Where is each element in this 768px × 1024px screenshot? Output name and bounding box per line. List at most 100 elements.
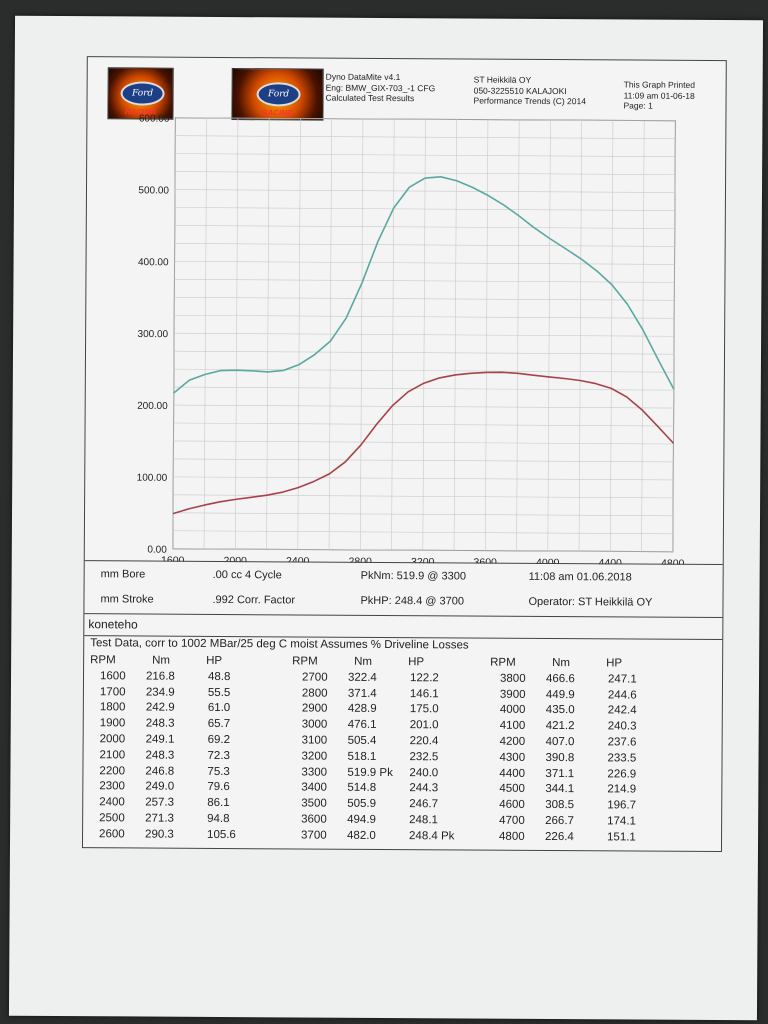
table-cell: 494.9: [347, 813, 376, 826]
table-cell: 3900: [499, 688, 526, 701]
table-cell: 421.2: [545, 720, 575, 733]
grid-line-y: [175, 117, 676, 122]
grid-line-y: [174, 243, 675, 247]
table-cell: 2600: [99, 828, 125, 841]
table-cell: 216.8: [145, 670, 175, 683]
table-cell: 79.6: [207, 781, 230, 794]
table-cell: 214.9: [607, 783, 637, 796]
grid-line-y: [175, 171, 676, 175]
table-cell: 4600: [499, 798, 525, 812]
table-cell: 237.6: [607, 736, 637, 749]
table-cell: 266.7: [545, 814, 574, 828]
table-cell: 482.0: [347, 829, 376, 842]
table-cell: 1600: [99, 670, 126, 683]
grid-line-y: [172, 530, 673, 535]
grid-line-y: [174, 225, 675, 229]
grid-line-y: [173, 404, 674, 409]
table-cell: 4300: [499, 751, 526, 764]
table-cell: 75.3: [207, 765, 230, 778]
grid-line-y: [173, 368, 674, 373]
test-time: 11:08 am 01.06.2018: [528, 570, 632, 584]
y-tick-label: 300.00: [137, 329, 168, 340]
table-cell: 390.8: [545, 751, 575, 764]
table-cell: 435.0: [545, 704, 575, 717]
grid-line-y: [173, 494, 674, 499]
table-cell: 240.0: [409, 766, 439, 779]
table-cell: 2300: [99, 780, 125, 793]
x-tick-label: 3200: [411, 556, 435, 565]
table-cell: 3100: [301, 734, 328, 747]
logo-oval: Ford: [256, 82, 301, 107]
copyright: Performance Trends (C) 2014: [473, 95, 587, 107]
table-cell: 69.2: [207, 733, 231, 747]
grid-line-y: [173, 476, 674, 481]
table-cell: 248.3: [145, 717, 175, 730]
series-line-hp: [172, 371, 675, 515]
table-cell: 94.8: [207, 812, 230, 826]
table-header-hp: HP: [606, 657, 623, 670]
table-cell: 61.0: [207, 702, 231, 715]
table-cell: 4400: [499, 767, 526, 780]
x-tick-label: 4800: [661, 558, 685, 565]
table-cell: 4000: [499, 704, 526, 717]
printed-label: This Graph Printed: [623, 79, 696, 90]
x-tick-label: 1600: [161, 555, 185, 565]
grid-line-y: [172, 548, 673, 553]
table-cell: 371.1: [545, 767, 575, 780]
grid-line-y: [173, 386, 674, 391]
x-tick-label: 2800: [349, 556, 373, 565]
table-cell: 257.3: [145, 796, 175, 809]
data-table-block: RPM Nm HP 3800 466.6 247.1 3900 449.9 244.6 4000 4…: [489, 657, 637, 847]
table-cell: 3400: [301, 781, 327, 795]
printed-time: 11:09 am 01-06-18: [623, 89, 695, 101]
x-tick-label: 2400: [286, 555, 310, 565]
grid-line-y: [174, 261, 675, 265]
table-cell: 146.1: [409, 687, 439, 700]
grid-line-y: [173, 458, 674, 463]
x-tick-label: 2000: [224, 555, 248, 565]
comment-row: koneteho: [84, 613, 723, 641]
table-cell: 220.4: [409, 735, 439, 748]
correction-factor: .992 Corr. Factor: [212, 593, 296, 607]
table-cell: 505.9: [347, 797, 377, 811]
table-cell: 3800: [499, 672, 526, 685]
table-cell: 196.7: [607, 799, 637, 812]
table-cell: 519.9 Pk: [347, 766, 393, 779]
grid-line-y: [174, 350, 675, 355]
operator: Operator: ST Heikkilä OY: [528, 595, 653, 609]
table-cell: 4700: [499, 814, 525, 827]
table-cell: 3600: [301, 813, 327, 826]
table-cell: 2700: [301, 671, 328, 684]
table-cell: 248.4 Pk: [409, 829, 455, 843]
table-cell: 514.8: [347, 782, 377, 795]
table-cell: 428.9: [347, 703, 377, 716]
y-tick-label: 400.00: [138, 257, 169, 268]
page-number: Page: 1: [623, 100, 653, 111]
table-cell: 233.5: [607, 752, 637, 765]
table-cell: 407.0: [545, 735, 575, 749]
table-header-hp: HP: [408, 656, 425, 669]
data-table-block: RPM Nm HP 2700 322.4 122.2 2800 371.4 146.1 2900 4…: [291, 655, 454, 845]
header-print-block: This Graph Printed 11:09 am 01-06-18 Pag…: [623, 79, 695, 111]
company-phone: 050-3225510 KALAJOKI: [473, 85, 567, 96]
table-header-nm: Nm: [552, 657, 571, 670]
table-cell: 4100: [499, 719, 526, 733]
data-table-block: RPM Nm HP 1600 216.8 48.8 1700 234.9 55.5 1800 242…: [89, 654, 236, 844]
table-header-rpm: RPM: [292, 655, 318, 668]
table-cell: 3500: [301, 797, 327, 810]
stroke-label: mm Stroke: [100, 593, 154, 606]
table-cell: 344.1: [545, 783, 575, 796]
comment-text: koneteho: [88, 617, 138, 632]
table-cell: 242.4: [607, 704, 637, 717]
displacement-label: .00 cc 4 Cycle: [212, 568, 282, 582]
y-tick-label: 500.00: [138, 185, 169, 196]
table-cell: 249.1: [145, 733, 175, 746]
series-line-nm: [173, 176, 675, 394]
table-cell: 290.3: [145, 828, 174, 841]
table-cell: 240.3: [607, 720, 637, 733]
logo-oval: Ford: [120, 81, 165, 106]
grid-line-y: [173, 512, 674, 517]
x-tick-label: 4000: [536, 557, 560, 565]
table-cell: 449.9: [545, 688, 575, 701]
table-cell: 1900: [99, 717, 126, 730]
